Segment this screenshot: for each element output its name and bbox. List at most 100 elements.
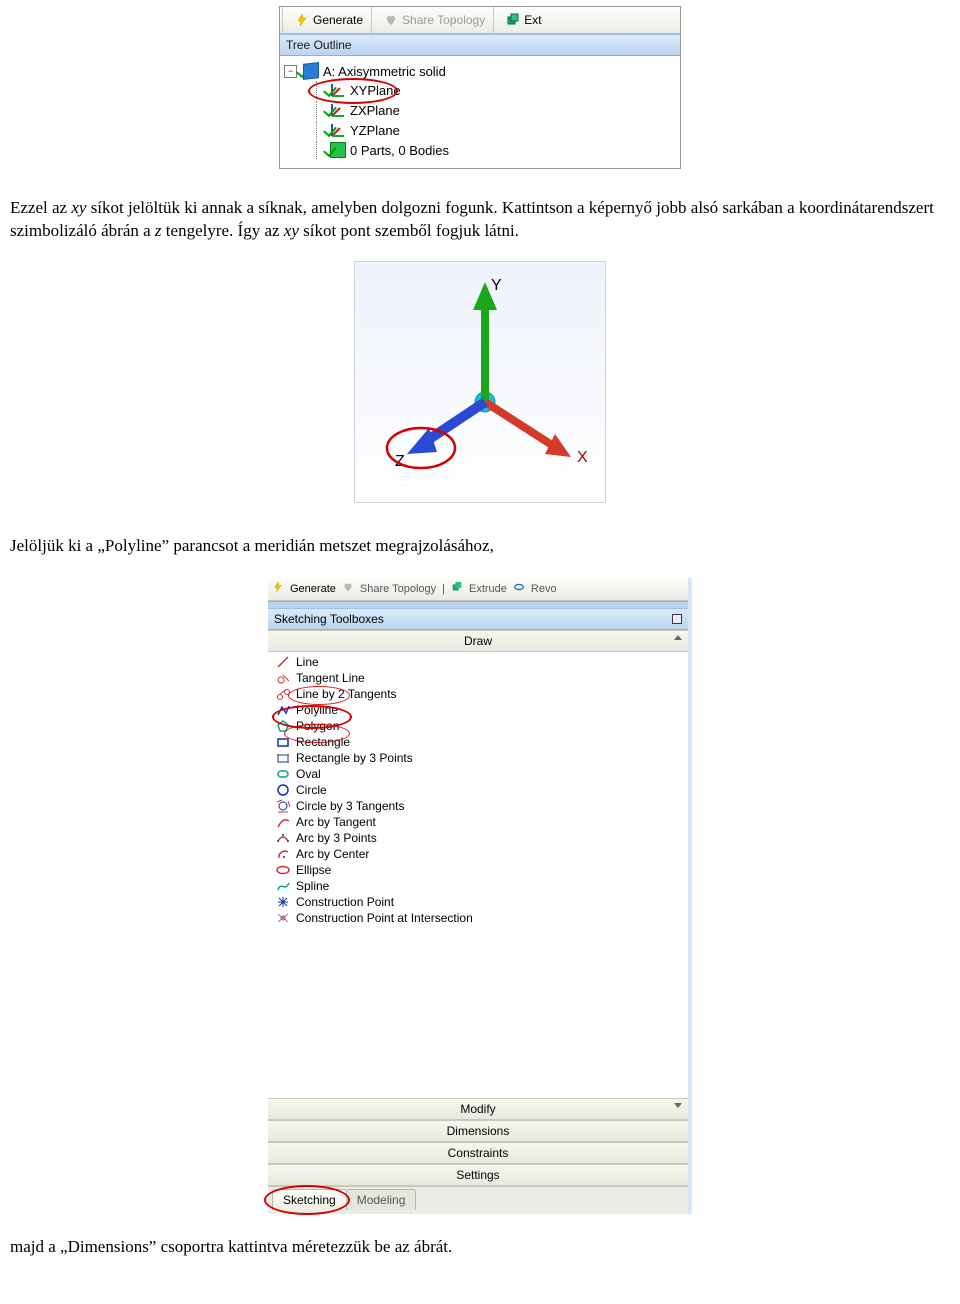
tool-icon: [276, 719, 290, 733]
generate-label: Generate: [313, 13, 363, 27]
heart-icon: [342, 581, 354, 596]
group-header-modify[interactable]: Modify: [268, 1098, 688, 1120]
sketching-toolboxes-panel: Generate Share Topology | Extrude Revo S…: [268, 578, 692, 1214]
plane-icon: [330, 82, 346, 98]
plane-icon: [330, 102, 346, 118]
tab-modeling[interactable]: Modeling: [346, 1189, 417, 1210]
tree-outline: − A: Axisymmetric solid XYPlane: [280, 56, 680, 168]
chevron-down-icon: [674, 1103, 682, 1108]
tool-item-label: Polyline: [296, 703, 338, 717]
tool-item-circle[interactable]: Circle: [268, 782, 688, 798]
lightning-icon: [295, 13, 309, 27]
tree-item-zxplane[interactable]: ZXPlane: [302, 100, 676, 120]
z-axis: [425, 402, 485, 442]
tool-icon: [276, 751, 290, 765]
tree-item-xyplane[interactable]: XYPlane: [302, 80, 676, 100]
pin-icon[interactable]: [672, 614, 682, 624]
tool-item-line-by-2-tangents[interactable]: Line by 2 Tangents: [268, 686, 688, 702]
tool-item-label: Circle by 3 Tangents: [296, 799, 405, 813]
chevron-up-icon: [674, 635, 682, 640]
tool-item-label: Construction Point at Intersection: [296, 911, 473, 925]
expand-toggle[interactable]: −: [284, 65, 297, 78]
extrude-icon: [451, 581, 463, 596]
tool-icon: [276, 895, 290, 909]
group-header-dimensions[interactable]: Dimensions: [268, 1120, 688, 1142]
draw-tool-list: Line Tangent Line Line by 2 Tangents Polyli…: [268, 652, 688, 928]
tool-item-arc-by-center[interactable]: Arc by Center: [268, 846, 688, 862]
tool-icon: [276, 655, 290, 669]
tool-icon: [276, 879, 290, 893]
generate-label[interactable]: Generate: [290, 583, 336, 595]
tab-sketching[interactable]: Sketching: [272, 1189, 347, 1210]
tree-outline-panel: Generate Share Topology Ext: [279, 6, 681, 169]
plane-icon: [330, 122, 346, 138]
fig1-toolbar: Generate Share Topology Ext: [280, 7, 680, 34]
tool-item-polygon[interactable]: Polygon: [268, 718, 688, 734]
axis-triad[interactable]: Y X Z // overwrite axis labels from data: [354, 261, 606, 503]
group-header-draw[interactable]: Draw: [268, 630, 688, 652]
tool-item-polyline[interactable]: Polyline: [268, 702, 688, 718]
tool-icon: [276, 783, 290, 797]
heart-icon: [384, 13, 398, 27]
tool-icon: [276, 911, 290, 925]
tool-icon: [276, 799, 290, 813]
tool-icon: [276, 831, 290, 845]
tool-item-label: Circle: [296, 783, 327, 797]
tool-icon: [276, 687, 290, 701]
tool-item-spline[interactable]: Spline: [268, 878, 688, 894]
lightning-icon: [272, 581, 284, 596]
paragraph-2: Jelöljük ki a „Polyline” parancsot a mer…: [10, 535, 950, 558]
tool-item-label: Spline: [296, 879, 329, 893]
tool-item-label: Arc by 3 Points: [296, 831, 377, 845]
tool-item-ellipse[interactable]: Ellipse: [268, 862, 688, 878]
tool-item-label: Rectangle: [296, 735, 350, 749]
x-axis-label: X: [577, 449, 588, 466]
tool-item-label: Line by 2 Tangents: [296, 687, 397, 701]
tool-item-arc-by-tangent[interactable]: Arc by Tangent: [268, 814, 688, 830]
share-topology-button[interactable]: Share Topology: [378, 8, 491, 32]
tree-outline-title: Tree Outline: [280, 34, 680, 56]
tool-item-label: Ellipse: [296, 863, 331, 877]
generate-button[interactable]: Generate: [289, 8, 369, 32]
cube-icon: [303, 62, 319, 80]
tool-item-construction-point[interactable]: Construction Point: [268, 894, 688, 910]
tool-icon: [276, 735, 290, 749]
tool-item-circle-by-3-tangents[interactable]: Circle by 3 Tangents: [268, 798, 688, 814]
ext-button[interactable]: Ext: [500, 8, 547, 32]
paragraph-3: majd a „Dimensions” csoportra kattintva …: [10, 1236, 950, 1259]
tool-icon: [276, 863, 290, 877]
tool-icon: [276, 847, 290, 861]
tool-item-tangent-line[interactable]: Tangent Line: [268, 670, 688, 686]
tool-icon: [276, 671, 290, 685]
tool-item-label: Tangent Line: [296, 671, 365, 685]
tree-root-label: A: Axisymmetric solid: [323, 64, 446, 79]
tool-item-label: Arc by Center: [296, 847, 369, 861]
tool-item-label: Arc by Tangent: [296, 815, 376, 829]
bodies-icon: [330, 142, 346, 158]
tree-root[interactable]: − A: Axisymmetric solid: [284, 62, 676, 80]
tool-item-label: Construction Point: [296, 895, 394, 909]
tree-item-label: 0 Parts, 0 Bodies: [350, 143, 449, 158]
tool-item-arc-by-3-points[interactable]: Arc by 3 Points: [268, 830, 688, 846]
y-axis-label: Y: [491, 277, 502, 294]
tree-item-label: YZPlane: [350, 123, 400, 138]
tool-item-label: Rectangle by 3 Points: [296, 751, 413, 765]
tool-item-rectangle[interactable]: Rectangle: [268, 734, 688, 750]
extrude-label[interactable]: Extrude: [469, 583, 507, 595]
share-label[interactable]: Share Topology: [360, 583, 436, 595]
extrude-icon: [506, 13, 520, 27]
tree-item-yzplane[interactable]: YZPlane: [302, 120, 676, 140]
tool-item-label: Line: [296, 655, 319, 669]
tool-item-label: Oval: [296, 767, 321, 781]
group-header-constraints[interactable]: Constraints: [268, 1142, 688, 1164]
tree-item-bodies[interactable]: 0 Parts, 0 Bodies: [302, 140, 676, 160]
tool-item-construction-point-at-intersection[interactable]: Construction Point at Intersection: [268, 910, 688, 926]
revolve-icon: [513, 581, 525, 596]
tool-item-line[interactable]: Line: [268, 654, 688, 670]
tool-item-rectangle-by-3-points[interactable]: Rectangle by 3 Points: [268, 750, 688, 766]
tool-icon: [276, 703, 290, 717]
tool-item-oval[interactable]: Oval: [268, 766, 688, 782]
group-header-settings[interactable]: Settings: [268, 1164, 688, 1186]
tree-item-label: XYPlane: [350, 83, 401, 98]
revo-label[interactable]: Revo: [531, 583, 557, 595]
